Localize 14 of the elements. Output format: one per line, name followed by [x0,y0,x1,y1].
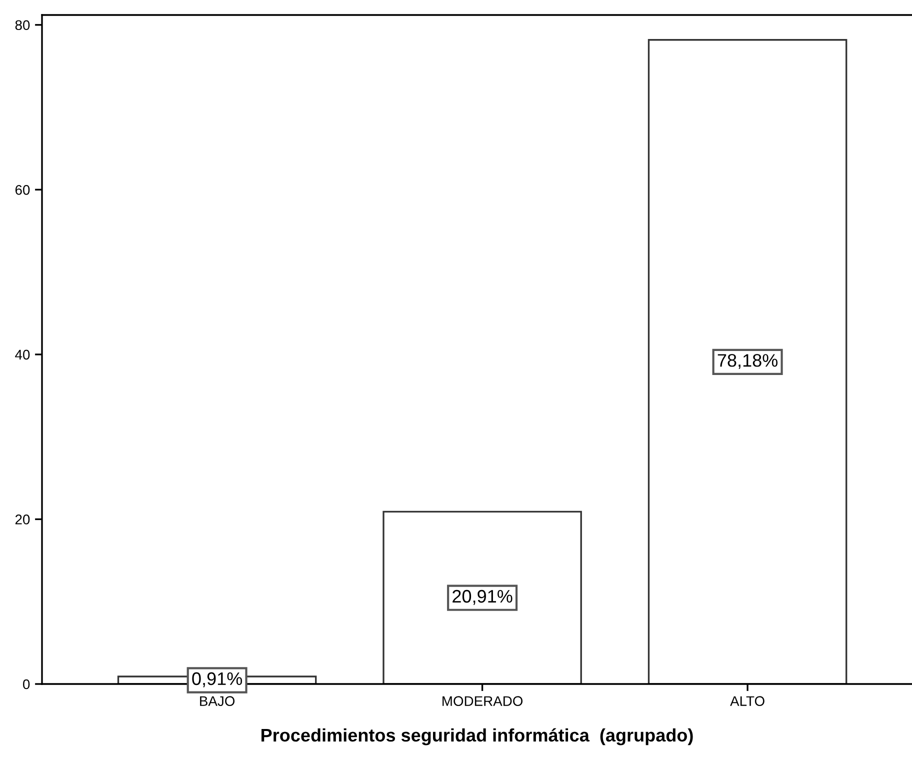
x-tick-label: MODERADO [442,696,523,706]
bar [382,510,582,684]
y-tick-label: 60 [15,185,30,195]
data-label: 20,91% [452,590,512,605]
x-tick-label: BAJO [200,696,235,706]
y-tick-label: 0 [23,679,30,690]
y-tick-label: 80 [15,20,30,30]
x-axis-title: Procedimientos seguridad informática (agrupado) [262,728,693,746]
bar [648,39,848,684]
x-tick-label: ALTO [730,696,764,706]
y-tick-label: 40 [15,350,30,360]
data-label: 0,91% [192,672,242,688]
y-tick-label: 20 [15,514,30,524]
data-label: 78,18% [718,354,778,369]
